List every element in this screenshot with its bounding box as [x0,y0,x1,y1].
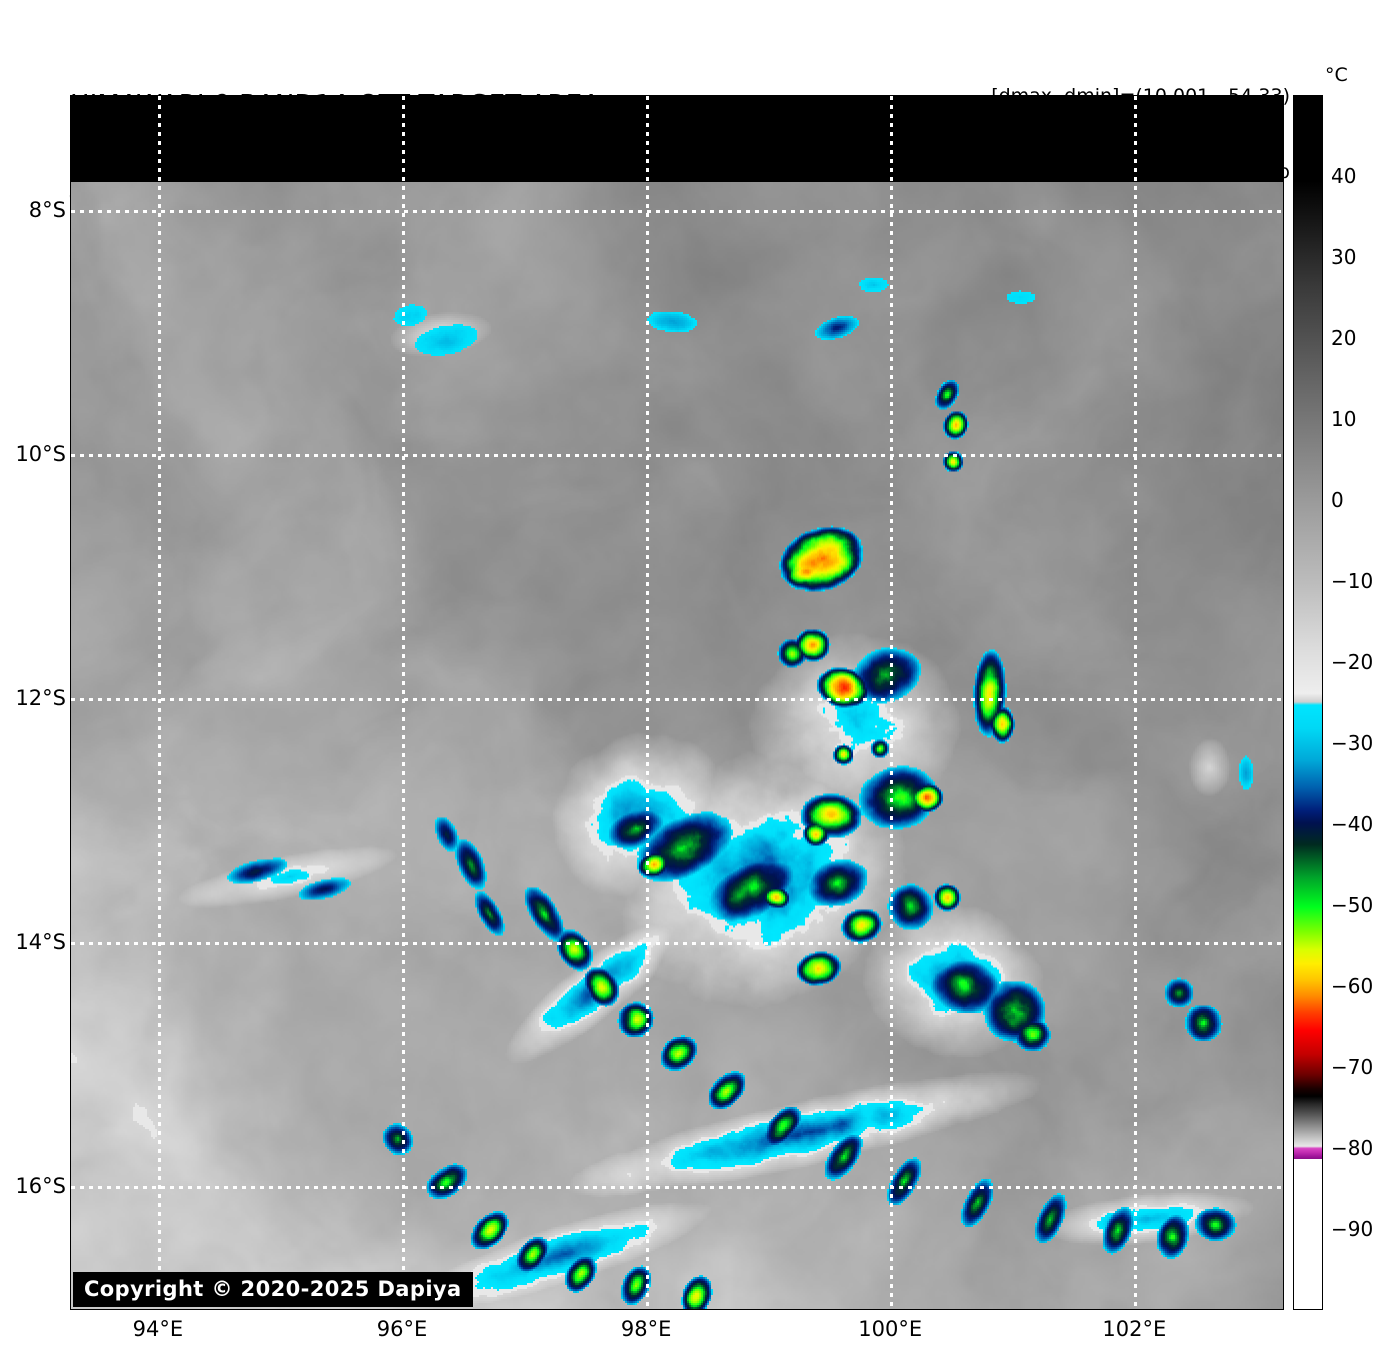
y-axis-tick-label: 10°S [15,441,66,466]
x-axis-tick-label: 96°E [376,1317,428,1341]
colorbar-tick-label: 30 [1331,245,1357,269]
x-axis-tick-label: 98°E [620,1317,672,1341]
colorbar-tick-label: −80 [1331,1136,1374,1160]
y-axis-tick-label: 14°S [15,929,66,954]
colorbar-tick-label: −20 [1331,650,1374,674]
copyright-badge: Copyright © 2020-2025 Dapiya [73,1272,473,1307]
colorbar-tick-label: 20 [1331,326,1357,350]
satellite-image-plot[interactable]: Copyright © 2020-2025 Dapiya [70,95,1284,1310]
colorbar-tick-label: −50 [1331,893,1374,917]
colorbar-tick-label: 10 [1331,407,1357,431]
x-axis-tick-label: 94°E [132,1317,184,1341]
colorbar-tick-label: −90 [1331,1217,1374,1241]
y-axis-tick-label: 12°S [15,685,66,710]
temperature-colorbar[interactable] [1293,95,1323,1310]
colorbar-tick-label: −10 [1331,569,1374,593]
y-axis-tick-label: 8°S [28,197,66,222]
colorbar-tick-label: −70 [1331,1055,1374,1079]
colorbar-below-range-white [1294,1159,1322,1309]
colorbar-tick-label: −30 [1331,731,1374,755]
x-axis-tick-label: 102°E [1102,1317,1167,1341]
colorbar-gradient [1294,96,1322,1160]
colorbar-tick-label: 0 [1331,488,1344,512]
y-axis-tick-label: 16°S [15,1173,66,1198]
colorbar-tick-label: −40 [1331,812,1374,836]
x-axis-tick-label: 100°E [858,1317,923,1341]
colorbar-tick-label: −60 [1331,974,1374,998]
colorbar-tick-label: 40 [1331,164,1357,188]
no-data-band [71,96,1283,181]
infrared-brightness-temperature-raster [71,96,1283,1309]
colorbar-unit-label: °C [1325,64,1348,86]
